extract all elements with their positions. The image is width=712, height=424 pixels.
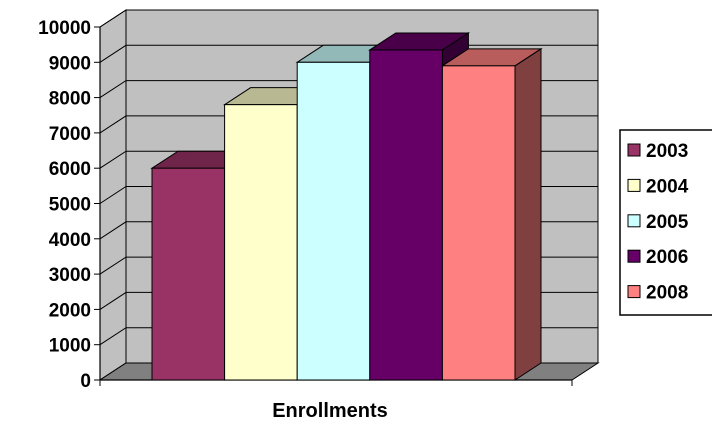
legend-label-2008: 2008 xyxy=(646,283,688,304)
y-tick-label: 3000 xyxy=(49,265,91,286)
chart-legend: 2003 2004 2005 2006 2008 xyxy=(619,129,712,316)
legend-label-2005: 2005 xyxy=(646,212,689,233)
y-tick-label: 5000 xyxy=(49,195,91,216)
legend-swatch-2005 xyxy=(627,214,641,228)
legend-label-2006: 2006 xyxy=(646,247,688,268)
y-tick-label: 9000 xyxy=(49,53,91,74)
bar-front-face xyxy=(441,65,516,381)
bar-2008 xyxy=(440,47,543,381)
bar-front-face xyxy=(224,104,298,381)
bar-front-face xyxy=(296,61,371,381)
y-tick-label: 0 xyxy=(80,371,91,392)
chart-bars xyxy=(150,32,543,381)
bar-front-face xyxy=(151,167,226,381)
bar-front-face xyxy=(369,49,443,381)
y-tick-label: 1000 xyxy=(49,336,91,357)
legend-swatch-2006 xyxy=(627,249,641,263)
y-tick-label: 10000 xyxy=(38,18,91,39)
y-tick-label: 8000 xyxy=(49,89,91,110)
legend-swatch-2004 xyxy=(627,178,641,192)
legend-label-2004: 2004 xyxy=(646,176,689,197)
y-tick-label: 4000 xyxy=(49,230,91,251)
gridline xyxy=(99,9,598,28)
legend-label-2003: 2003 xyxy=(646,141,688,162)
bar-side-face xyxy=(514,47,542,381)
legend-swatch-2008 xyxy=(627,285,641,299)
y-tick-label: 6000 xyxy=(49,159,91,180)
y-tick-label: 2000 xyxy=(49,300,91,321)
y-tick-label: 7000 xyxy=(49,124,91,145)
legend-swatch-2003 xyxy=(627,143,641,157)
x-axis-label: Enrollments xyxy=(272,400,388,422)
